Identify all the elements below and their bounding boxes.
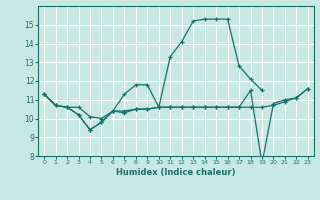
- X-axis label: Humidex (Indice chaleur): Humidex (Indice chaleur): [116, 168, 236, 177]
